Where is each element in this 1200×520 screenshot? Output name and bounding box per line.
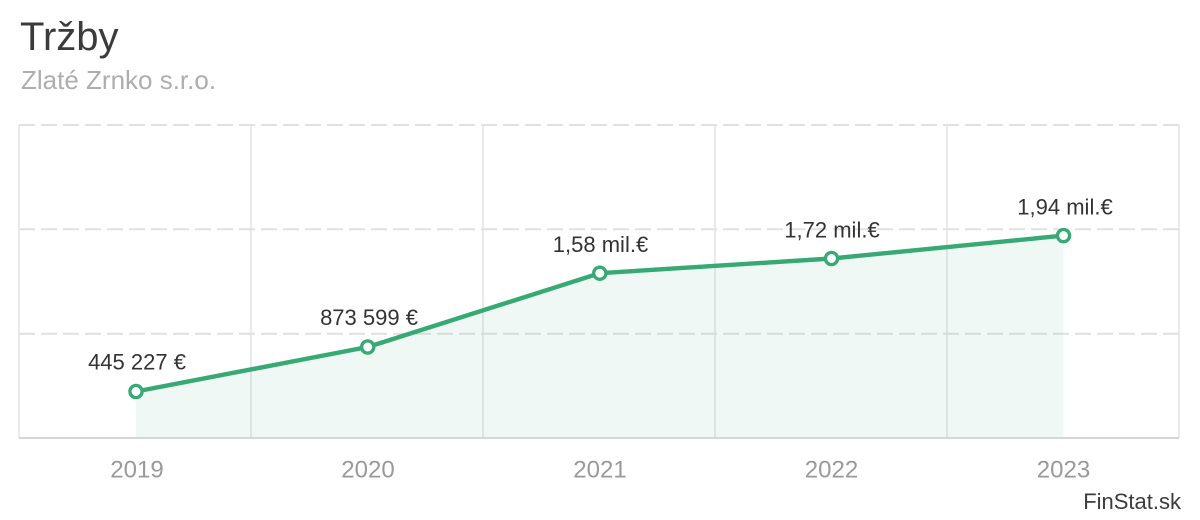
- svg-text:2020: 2020: [341, 457, 394, 484]
- svg-text:873 599 €: 873 599 €: [320, 305, 418, 330]
- svg-text:FinStat.sk: FinStat.sk: [1083, 489, 1182, 514]
- svg-text:1,94 mil.€: 1,94 mil.€: [1017, 195, 1112, 220]
- svg-text:445 227 €: 445 227 €: [88, 350, 186, 375]
- svg-text:2023: 2023: [1037, 457, 1090, 484]
- svg-text:2019: 2019: [110, 457, 163, 484]
- svg-text:Tržby: Tržby: [20, 15, 119, 59]
- svg-text:Zlaté Zrnko s.r.o.: Zlaté Zrnko s.r.o.: [21, 65, 216, 95]
- svg-text:1,58 mil.€: 1,58 mil.€: [553, 232, 648, 257]
- svg-text:1,72 mil.€: 1,72 mil.€: [784, 217, 879, 242]
- svg-text:2022: 2022: [805, 457, 858, 484]
- svg-text:2021: 2021: [573, 457, 626, 484]
